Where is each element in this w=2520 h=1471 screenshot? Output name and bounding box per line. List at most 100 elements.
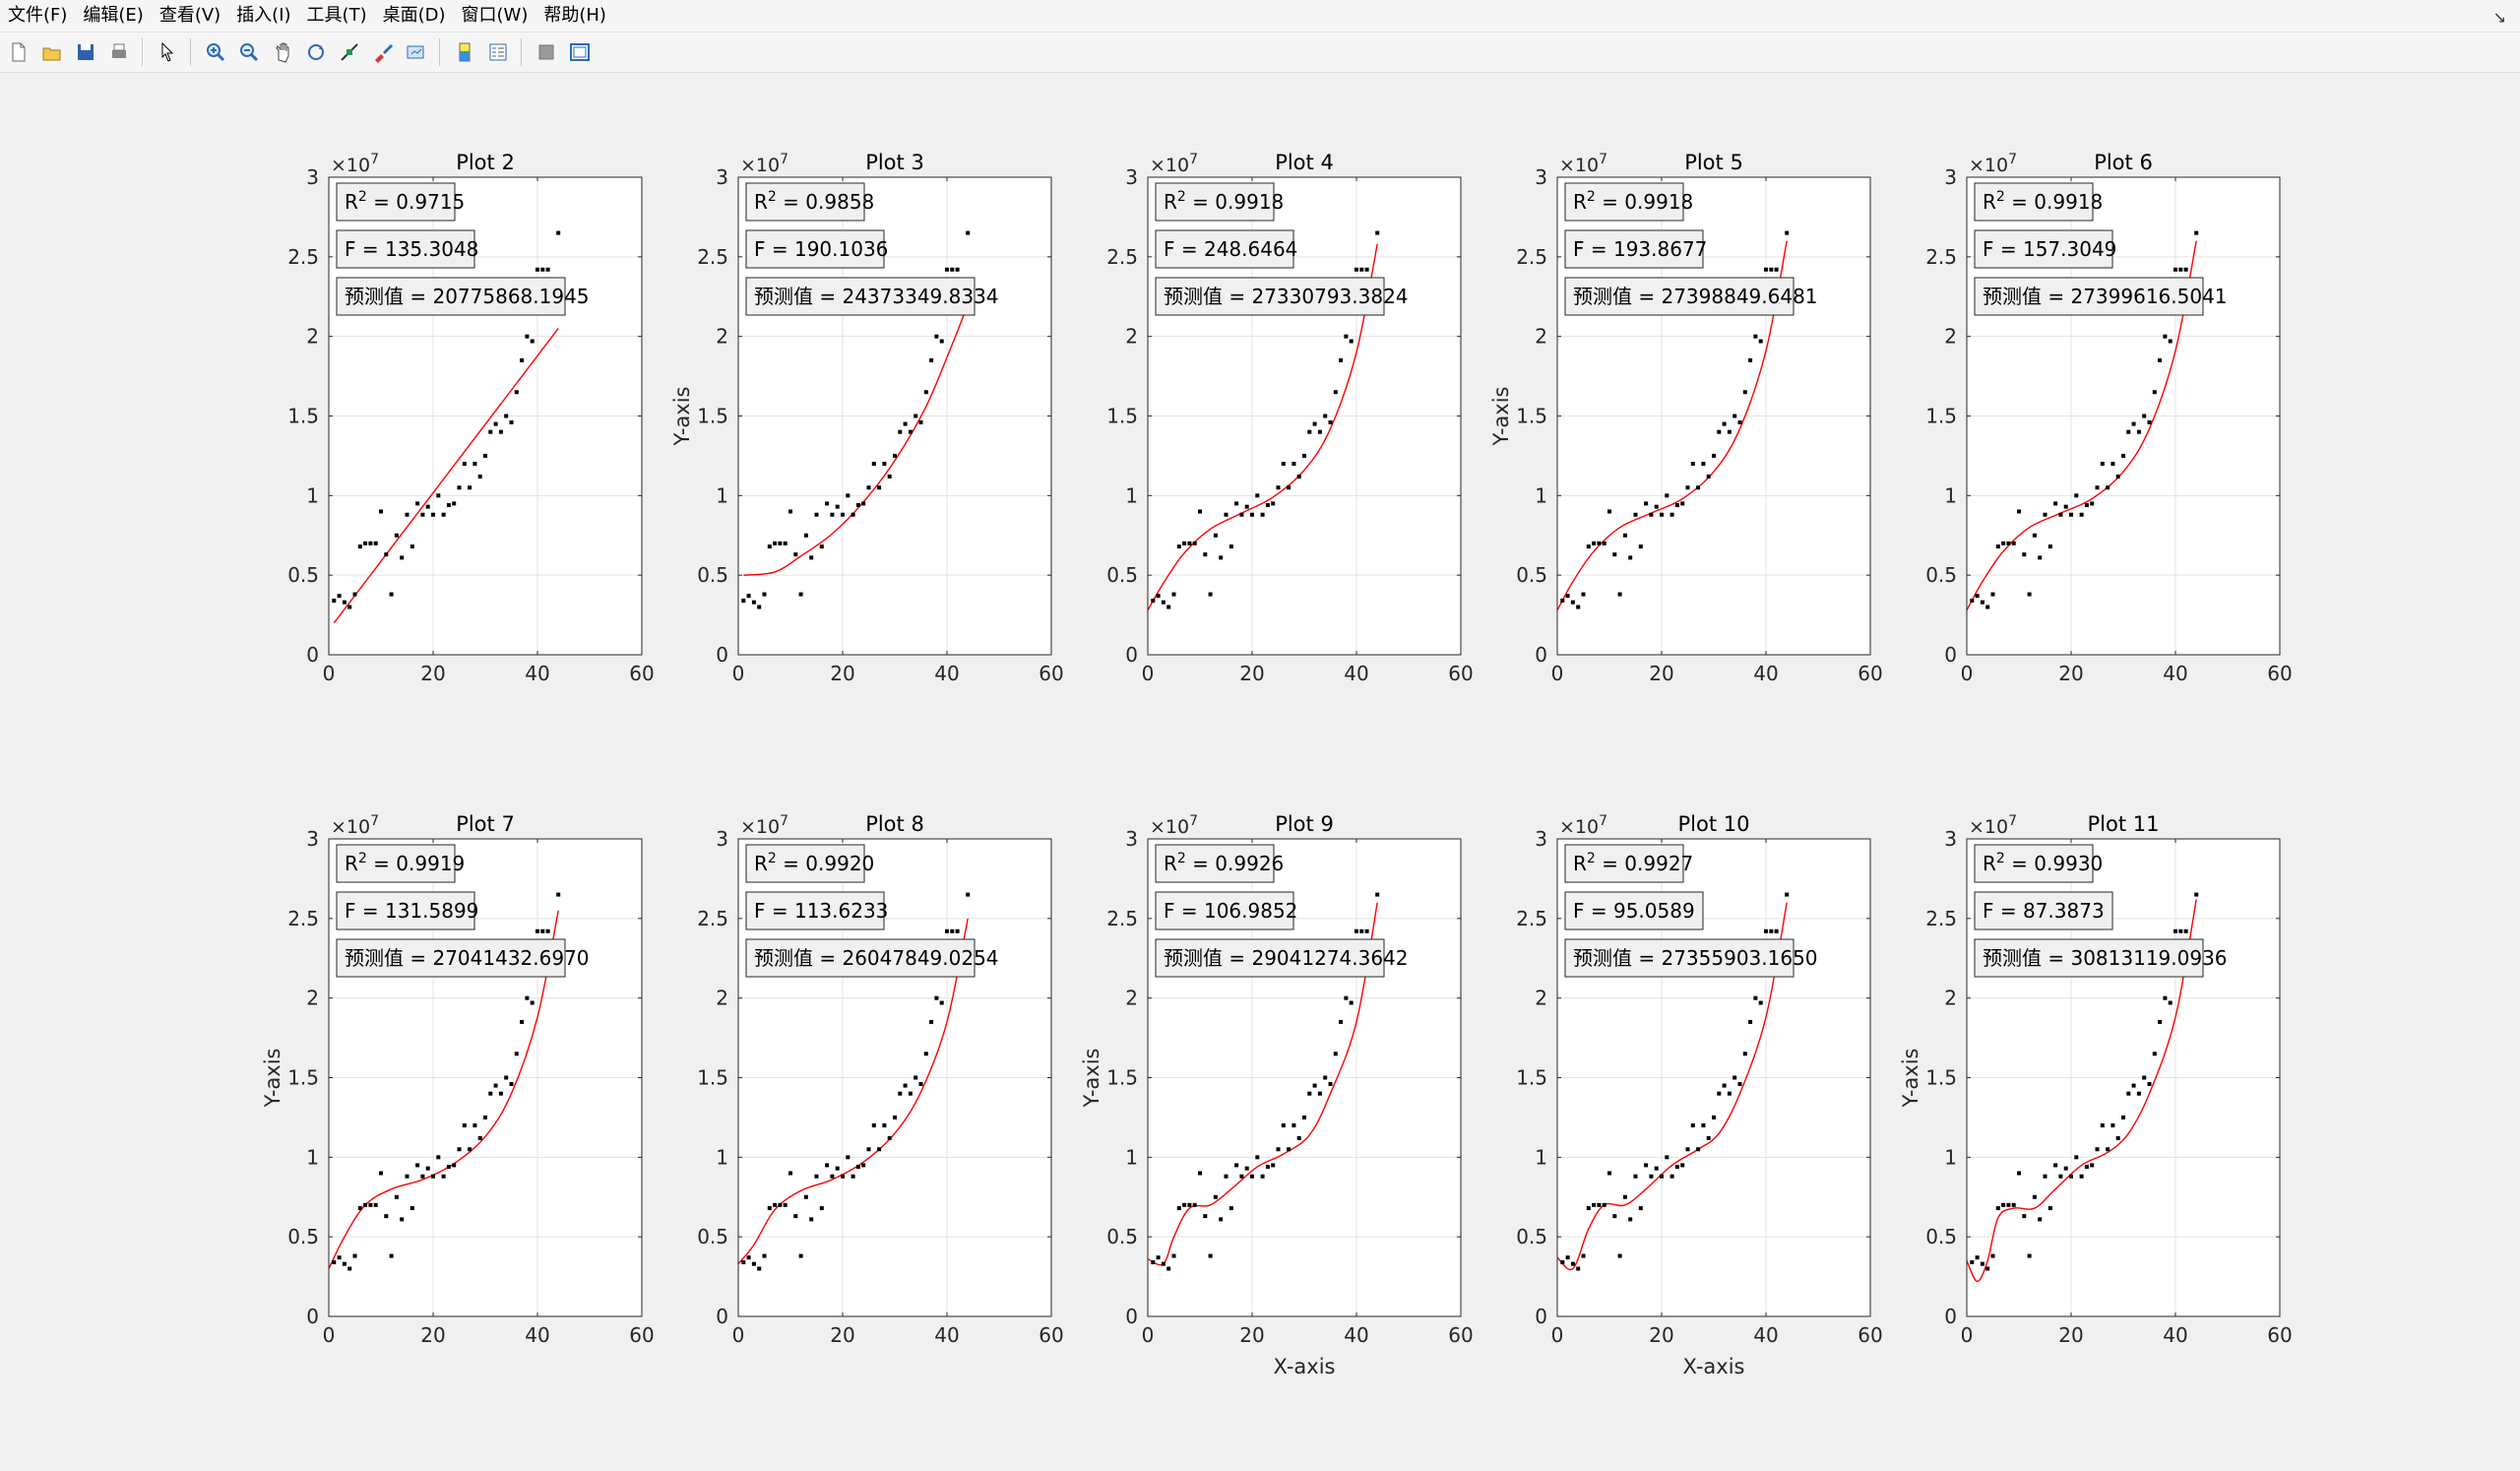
plot-10: 0 20 40 60 0 0.5 1 1.5 2 2.5 3 ×107 Plot 10 X-axis R2 …: [1516, 812, 1883, 1378]
prediction-text: 预测值 = 30813119.0936: [1983, 946, 2228, 970]
plot-11: 0 20 40 60 0 0.5 1 1.5 2 2.5 3 ×107 Plot 11 Y-axis R2 …: [1899, 812, 2293, 1347]
data-point: [1302, 1115, 1306, 1119]
r2-symbol: R: [345, 190, 358, 214]
hide-plot-tools-icon[interactable]: [532, 37, 561, 67]
y-exponent-label: ×107: [1969, 813, 2017, 838]
save-icon[interactable]: [71, 37, 100, 67]
fit-curve: [1557, 902, 1788, 1271]
brush-icon[interactable]: [368, 37, 398, 67]
data-point: [477, 474, 482, 479]
r2-value: = 0.9858: [777, 190, 874, 214]
y-exponent-label: ×107: [1559, 813, 1607, 838]
data-point: [2147, 1081, 2152, 1086]
data-point: [468, 485, 472, 490]
data-point: [2038, 555, 2043, 560]
f-box: [1155, 891, 1294, 930]
data-point: [923, 1052, 928, 1056]
data-point: [1317, 429, 1322, 434]
data-point: [2100, 1123, 2105, 1127]
data-point: [1685, 485, 1690, 490]
y-exponent-base: ×10: [1150, 155, 1189, 176]
x-tick-label: 0: [1142, 1323, 1155, 1347]
data-point: [762, 592, 767, 597]
r2-power: 2: [1177, 851, 1186, 866]
data-point: [2069, 512, 2073, 517]
y-tick-label: 2.5: [1925, 245, 1957, 269]
menu-item-2[interactable]: 查看(V): [158, 5, 221, 26]
data-point: [1344, 334, 1349, 339]
zoom-out-icon[interactable]: [234, 37, 264, 67]
data-point: [778, 541, 783, 545]
data-point: [431, 1174, 435, 1179]
data-point: [866, 485, 871, 490]
data-point: [525, 995, 530, 1000]
data-point: [1586, 544, 1591, 549]
data-point: [415, 501, 420, 506]
data-point: [2126, 429, 2131, 434]
prediction-box: [1974, 938, 2204, 978]
x-tick-label: 40: [1753, 662, 1778, 685]
data-point: [1292, 1123, 1296, 1127]
r2-power: 2: [358, 851, 367, 866]
data-point: [2084, 1165, 2089, 1170]
data-cursor-icon[interactable]: [335, 37, 364, 67]
menu-item-5[interactable]: 桌面(D): [382, 5, 446, 26]
insert-colorbar-icon[interactable]: [450, 37, 479, 67]
y-tick-label: 1.5: [1106, 1066, 1138, 1090]
data-point: [493, 1083, 498, 1088]
pan-icon[interactable]: [268, 37, 297, 67]
dock-arrow-icon[interactable]: ↘: [2492, 8, 2506, 27]
y-tick-label: 1: [306, 483, 319, 507]
data-point: [934, 334, 939, 339]
new-figure-icon[interactable]: [4, 37, 33, 67]
data-point: [1706, 474, 1711, 479]
data-point: [1638, 1206, 1643, 1211]
data-point: [363, 1202, 368, 1207]
y-tick-label: 0: [716, 643, 728, 667]
y-tick-label: 0: [716, 1305, 728, 1328]
print-icon[interactable]: [104, 37, 134, 67]
rotate-3d-icon[interactable]: [301, 37, 331, 67]
x-tick-label: 20: [1649, 1323, 1673, 1347]
data-point: [1665, 1155, 1670, 1160]
data-point: [1166, 1266, 1171, 1271]
data-point: [1151, 599, 1156, 604]
data-point: [877, 485, 882, 490]
data-point: [1354, 267, 1358, 272]
data-point: [2032, 533, 2037, 538]
data-point: [2006, 1202, 2011, 1207]
y-tick-label: 0.5: [1925, 563, 1957, 587]
link-plot-icon[interactable]: [402, 37, 431, 67]
menu-item-0[interactable]: 文件(F): [8, 5, 68, 26]
data-point: [472, 1123, 477, 1127]
data-point: [1171, 592, 1176, 597]
y-tick-label: 2: [1944, 325, 1957, 349]
menu-item-7[interactable]: 帮助(H): [543, 5, 606, 26]
y-tick-label: 0.5: [1106, 563, 1138, 587]
data-point: [504, 414, 509, 418]
data-point: [2152, 390, 2157, 395]
show-plot-tools-icon[interactable]: [565, 37, 595, 67]
prediction-box: [336, 938, 566, 978]
menu-item-3[interactable]: 插入(I): [236, 5, 291, 26]
data-point: [1219, 1217, 1224, 1222]
r2-symbol: R: [1983, 190, 1996, 214]
data-point: [332, 599, 337, 604]
y-tick-label: 1.5: [287, 405, 319, 428]
data-point: [373, 1202, 378, 1207]
menu-item-4[interactable]: 工具(T): [306, 5, 367, 26]
menu-item-6[interactable]: 窗口(W): [461, 5, 529, 26]
data-point: [1176, 544, 1181, 549]
data-point: [1674, 503, 1679, 508]
insert-legend-icon[interactable]: [483, 37, 513, 67]
data-point: [384, 1214, 389, 1219]
pointer-icon[interactable]: [153, 37, 182, 67]
data-point: [1990, 1253, 1995, 1258]
data-point: [1764, 928, 1768, 933]
zoom-in-icon[interactable]: [201, 37, 230, 67]
menu-item-1[interactable]: 编辑(E): [83, 5, 144, 26]
open-file-icon[interactable]: [37, 37, 67, 67]
r2-box: [1155, 182, 1275, 222]
data-point: [1560, 1260, 1565, 1265]
y-exponent-base: ×10: [1969, 155, 2008, 176]
